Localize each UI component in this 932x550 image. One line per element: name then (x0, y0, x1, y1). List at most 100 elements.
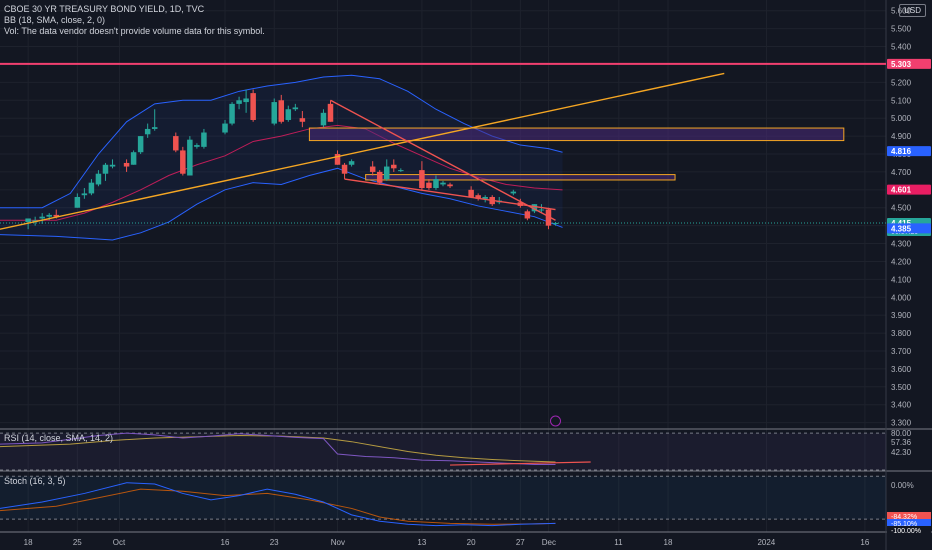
stoch-value-label: -100.00% (891, 528, 921, 535)
stoch-value-box (887, 519, 931, 527)
price-tick-label: 5.400 (891, 43, 912, 52)
stoch-value-label: -84.32% (891, 514, 917, 521)
candle-body (81, 193, 88, 196)
price-label-box (887, 146, 931, 157)
candle-body (180, 150, 186, 174)
candle-body (391, 164, 397, 169)
stoch-value-box (887, 526, 931, 534)
time-tick-label: 16 (221, 538, 230, 547)
candle-body (250, 93, 256, 120)
rsi-legend: RSI (14, close, SMA, 14, 2) (4, 433, 114, 443)
time-tick-label: 18 (24, 538, 33, 547)
candle-body (137, 136, 144, 153)
candle-body (524, 211, 531, 219)
candle-body (144, 128, 151, 135)
price-tick-label: 5.500 (891, 25, 912, 34)
time-tick-label: 20 (467, 538, 476, 547)
price-tick-label: 4.100 (891, 275, 912, 284)
candle-body (482, 196, 488, 199)
price-tick-label: 4.200 (891, 257, 912, 266)
rsi-tick-label: 80.00 (891, 429, 912, 438)
time-tick-label: Oct (113, 538, 126, 547)
price-tick-label: 4.000 (891, 293, 912, 302)
stoch-tick-label: 0.00% (891, 481, 914, 490)
candle-body (433, 179, 439, 189)
time-tick-label: 16 (860, 538, 869, 547)
rsi-ma-line (0, 435, 556, 463)
price-label-box (887, 58, 931, 69)
price-tick-label: 5.200 (891, 78, 912, 87)
price-tick-label: 3.700 (891, 347, 912, 356)
candle-body (545, 209, 552, 226)
candle-body (419, 170, 425, 189)
rsi-trendline (450, 461, 591, 466)
candle-body (341, 164, 348, 174)
price-tick-label: 4.500 (891, 204, 912, 213)
time-tick-label: Dec (542, 538, 556, 547)
price-tick-label: 5.000 (891, 114, 912, 123)
time-tick-label: 2024 (757, 538, 775, 547)
rsi-value-label: 42.30 (891, 448, 912, 457)
price-tick-label: 4.900 (891, 132, 912, 141)
candle-body (278, 100, 285, 122)
price-label: 4.816 (891, 147, 912, 156)
stoch-value-box (887, 512, 931, 520)
event-marker-icon (550, 415, 562, 427)
candle-body (292, 107, 299, 110)
candle-body (173, 136, 179, 151)
candle-body (243, 98, 249, 103)
stoch-legend: Stoch (16, 3, 5) (4, 476, 66, 486)
candle-body (46, 214, 52, 217)
candle-body (194, 145, 200, 147)
price-label: 5.303 (891, 60, 912, 69)
candle-body (447, 184, 453, 187)
price-tick-label: 3.300 (891, 419, 912, 428)
candle-body (25, 218, 31, 223)
time-tick-label: 18 (664, 538, 673, 547)
candle-body (229, 103, 235, 124)
rsi-line (0, 432, 556, 465)
price-tick-label: 3.900 (891, 311, 912, 320)
price-tick-label: 3.600 (891, 365, 912, 374)
trendline-0 (0, 72, 725, 230)
stoch-k-line (0, 482, 556, 527)
candle-body (440, 182, 446, 185)
time-tick-label: 11 (614, 538, 623, 547)
vol-legend: Vol: The data vendor doesn't provide vol… (4, 26, 265, 36)
candle-body (271, 102, 277, 124)
currency-button[interactable]: USD (899, 4, 926, 17)
price-tick-label: 4.300 (891, 240, 912, 249)
time-tick-label: 13 (417, 538, 426, 547)
price-tick-label: 5.100 (891, 96, 912, 105)
candle-body (426, 182, 432, 189)
candle-body (102, 164, 109, 174)
time-tick-label: Nov (331, 538, 345, 547)
time-tick-label: 25 (73, 538, 82, 547)
price-tick-label: 3.800 (891, 329, 912, 338)
candle-body (369, 166, 376, 172)
price-label: 4.601 (891, 186, 912, 195)
candle-body (285, 109, 292, 120)
candle-body (201, 132, 207, 147)
candle-body (151, 127, 158, 129)
symbol-legend: CBOE 30 YR TREASURY BOND YIELD, 1D, TVC (4, 4, 205, 14)
rsi-band (0, 433, 886, 470)
price-label-box (887, 223, 931, 234)
candle-body (327, 103, 334, 122)
candle-body (383, 166, 390, 180)
resistance-zone-0 (308, 127, 845, 142)
price-tick-label: 3.400 (891, 401, 912, 410)
candle-body (299, 118, 306, 122)
candle-body (123, 162, 130, 167)
rsi-value-label: 57.36 (891, 438, 912, 447)
candle-body (236, 100, 242, 104)
candle-body (74, 196, 81, 208)
candle-body (109, 164, 116, 167)
price-tick-label: 3.500 (891, 383, 912, 392)
candle-body (531, 204, 538, 212)
bb-lower-line (0, 167, 563, 241)
candle-body (475, 195, 481, 199)
candle-body (376, 171, 383, 183)
